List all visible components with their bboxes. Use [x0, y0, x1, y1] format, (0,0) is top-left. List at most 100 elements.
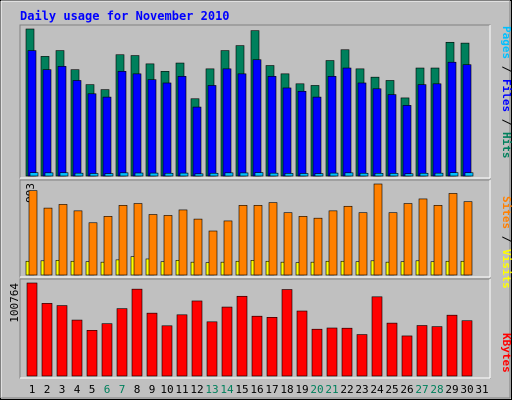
kbytes-panel: 100764 KBytes: [8, 278, 512, 379]
files-bar: [267, 76, 277, 177]
kbytes-bar: [206, 321, 218, 377]
files-bar: [132, 73, 142, 177]
day-label: 27: [415, 383, 428, 396]
day-label: 28: [430, 383, 443, 396]
kbytes-bar: [251, 315, 263, 377]
kbytes-bar: [266, 317, 278, 377]
pages-bar: [269, 172, 279, 177]
sites-bar: [163, 215, 173, 276]
files-bar: [327, 76, 337, 177]
kbytes-bar: [326, 327, 338, 377]
kbytes-bar: [236, 295, 248, 377]
kbytes-bar: [56, 305, 68, 377]
files-bar: [57, 66, 67, 177]
files-bar: [147, 79, 157, 177]
sites-bar: [403, 203, 413, 276]
sites-bar: [388, 212, 398, 276]
pages-bar: [29, 172, 39, 177]
kbytes-bar: [311, 328, 323, 377]
day-label: 17: [265, 383, 278, 396]
pages-bar: [89, 173, 99, 177]
day-label: 10: [160, 383, 173, 396]
pages-bar: [239, 172, 249, 177]
day-label: 31: [475, 383, 488, 396]
sites-bar: [328, 210, 338, 276]
visits-legend: Sites / Visits: [500, 196, 512, 289]
day-label: 5: [89, 383, 96, 396]
kbytes-bar: [296, 310, 308, 377]
files-bar: [357, 82, 367, 177]
pages-bar: [434, 172, 444, 177]
kbytes-bar: [431, 326, 443, 377]
kbytes-bar: [461, 320, 473, 377]
kbytes-bar: [71, 319, 83, 377]
pages-bar: [314, 173, 324, 177]
files-bar: [177, 76, 187, 177]
day-label: 30: [460, 383, 473, 396]
pages-bar: [104, 173, 114, 177]
day-label: 14: [220, 383, 234, 396]
sites-bar: [43, 207, 53, 276]
day-label: 23: [355, 383, 368, 396]
sites-bar: [58, 204, 68, 276]
pages-bar: [404, 173, 414, 177]
kbytes-bar: [101, 323, 113, 377]
day-label: 15: [235, 383, 248, 396]
kbytes-legend: KBytes: [500, 333, 512, 373]
visits-panel: 993 Sites / Visits: [19, 179, 512, 289]
day-labels: 1 2 3 4 5 6 7 8 9 10 11 12 13 14 15 16 17 18 19 20 21 22 23 24 2…: [29, 383, 489, 396]
day-label: 8: [134, 383, 141, 396]
files-bar: [87, 93, 97, 177]
sites-bar: [133, 203, 143, 276]
legend-kbytes: KBytes: [500, 333, 512, 373]
sites-bar: [418, 198, 428, 276]
files-bar: [312, 96, 322, 177]
sites-bar: [358, 212, 368, 276]
day-label: 4: [74, 383, 81, 396]
kbytes-bar: [281, 289, 293, 377]
files-bar: [447, 61, 457, 177]
pages-bar: [389, 173, 399, 177]
files-bar: [342, 67, 352, 177]
kbytes-bar: [221, 306, 233, 377]
pages-bar: [449, 172, 459, 177]
day-label: 16: [250, 383, 263, 396]
sites-bar: [178, 209, 188, 276]
sites-bar: [298, 216, 308, 276]
sites-bar: [373, 183, 383, 276]
pages-bar: [74, 172, 84, 177]
pages-bar: [209, 172, 219, 177]
day-label: 9: [149, 383, 156, 396]
sites-bar: [343, 205, 353, 276]
day-label: 20: [310, 383, 323, 396]
files-bar: [372, 88, 382, 177]
kbytes-bar: [446, 314, 458, 377]
files-bar: [222, 68, 232, 177]
day-label: 26: [400, 383, 413, 396]
sites-bar: [118, 205, 128, 276]
files-bar: [387, 94, 397, 177]
files-bar: [162, 82, 172, 177]
kbytes-bar: [401, 335, 413, 377]
sites-bar: [253, 205, 263, 276]
legend-files: Files: [500, 79, 512, 112]
pages-bar: [464, 172, 474, 177]
kbytes-bar: [131, 288, 143, 377]
files-bar: [192, 106, 202, 177]
sites-bar: [28, 190, 38, 276]
kbytes-bars: [26, 282, 473, 377]
chart-title: Daily usage for November 2010: [20, 9, 230, 23]
files-bar: [402, 105, 412, 177]
files-bar: [237, 73, 247, 177]
day-label: 19: [295, 383, 308, 396]
pages-bar: [359, 172, 369, 177]
sites-bar: [268, 202, 278, 276]
pages-bar: [374, 173, 384, 177]
files-bar: [462, 64, 472, 177]
day-label: 24: [370, 383, 384, 396]
kbytes-bar: [41, 303, 53, 377]
sites-bar: [103, 216, 113, 276]
files-bar: [72, 80, 82, 177]
sites-bar: [193, 218, 203, 276]
